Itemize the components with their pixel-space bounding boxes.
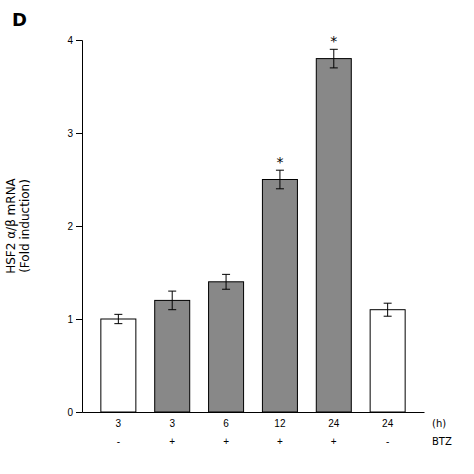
bar <box>316 59 351 412</box>
error-bar-line <box>279 170 280 189</box>
error-bar-cap <box>168 309 176 310</box>
y-tick-label: 3 <box>67 128 73 139</box>
error-bar-cap <box>168 291 176 292</box>
error-bar-line <box>333 49 334 68</box>
x-tick-label: 3 <box>169 418 175 429</box>
y-tick-mark <box>76 133 82 134</box>
bar <box>101 319 136 412</box>
y-tick: 0 <box>67 407 82 418</box>
bar <box>209 282 244 412</box>
annotation: * <box>330 33 337 49</box>
error-bar-cap <box>222 274 230 275</box>
x-tick-label: 3 <box>116 418 122 429</box>
y-tick: 2 <box>67 221 82 232</box>
y-tick: 4 <box>67 35 82 46</box>
x-row-label: (h) <box>432 418 446 429</box>
plot: 012343-3+6+12+24+24-(h)BTZ**HSF2 α/β mRN… <box>4 33 452 447</box>
x-tick-label-row2: + <box>277 436 283 447</box>
x-tick-label: 6 <box>223 418 229 429</box>
error-bar <box>276 170 284 189</box>
bar <box>262 180 297 413</box>
y-axis-title-line: (Fold induction) <box>18 179 32 273</box>
title: D <box>12 9 27 30</box>
y-tick-mark <box>76 40 82 41</box>
x-axis-line <box>83 412 425 413</box>
x-tick: 12 + <box>274 418 286 447</box>
error-bar <box>384 303 392 316</box>
y-tick-label: 2 <box>67 221 73 232</box>
x-tick: 3- <box>116 418 122 447</box>
y-tick-label: 0 <box>67 407 73 418</box>
x-tick-label-row2: + <box>223 436 229 447</box>
annotation: * <box>276 154 283 170</box>
x-tick: 3+ <box>169 418 175 447</box>
bar <box>155 300 190 412</box>
error-bar <box>168 291 176 310</box>
x-row-label: BTZ <box>432 436 452 447</box>
error-bar <box>330 49 338 68</box>
y-tick: 3 <box>67 128 82 139</box>
error-bar-line <box>118 314 119 323</box>
chart: 012343-3+6+12+24+24-(h)BTZ**HSF2 α/β mRN… <box>0 0 474 474</box>
y-axis-title-line: HSF2 α/β mRNA <box>4 177 18 273</box>
y-tick-mark <box>76 226 82 227</box>
error-bar-cap <box>384 316 392 317</box>
error-bar-cap <box>114 314 122 315</box>
bar <box>370 310 405 412</box>
error-bar-cap <box>384 303 392 304</box>
y-tick-label: 4 <box>67 35 73 46</box>
error-bar-line <box>226 274 227 289</box>
error-bar-line <box>172 291 173 310</box>
y-axis-line <box>76 41 83 413</box>
y-tick-mark <box>76 412 82 413</box>
x-axis: 3-3+6+12+24+24- <box>83 413 425 448</box>
error-bar-cap <box>276 188 284 189</box>
x-tick-label-row2: + <box>169 436 175 447</box>
x-tick: 24 - <box>382 418 394 447</box>
x-tick-label-row2: - <box>117 436 120 447</box>
error-bar <box>114 314 122 323</box>
error-bar-cap <box>330 67 338 68</box>
x-tick: 6+ <box>223 418 229 447</box>
error-bar <box>222 274 230 289</box>
error-bar-cap <box>222 289 230 290</box>
x-tick-label: 24 <box>328 418 340 429</box>
x-tick-label-row2: - <box>386 436 389 447</box>
y-axis: 0 1 2 3 4 <box>67 35 82 418</box>
x-tick-label-row2: + <box>331 436 337 447</box>
y-tick-label: 1 <box>67 314 73 325</box>
x-tick-label: 24 <box>382 418 394 429</box>
y-tick-mark <box>76 319 82 320</box>
error-bar-cap <box>114 323 122 324</box>
error-bar-line <box>387 303 388 316</box>
y-tick: 1 <box>67 314 82 325</box>
marks <box>101 49 405 412</box>
x-tick: 24 + <box>328 418 340 447</box>
x-tick-label: 12 <box>274 418 286 429</box>
y-axis-title: HSF2 α/β mRNA(Fold induction) <box>4 177 32 273</box>
